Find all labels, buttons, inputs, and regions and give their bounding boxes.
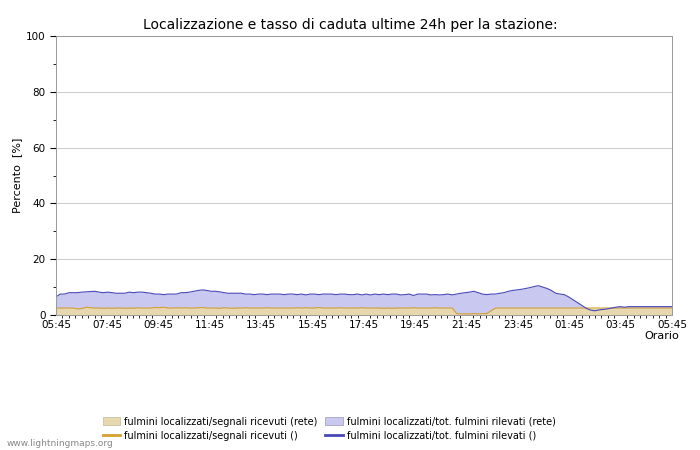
Legend: fulmini localizzati/segnali ricevuti (rete), fulmini localizzati/segnali ricevut: fulmini localizzati/segnali ricevuti (re… bbox=[103, 417, 555, 441]
Text: Localizzazione e tasso di caduta ultime 24h per la stazione:: Localizzazione e tasso di caduta ultime … bbox=[143, 18, 557, 32]
Text: Orario: Orario bbox=[644, 331, 679, 341]
Text: www.lightningmaps.org: www.lightningmaps.org bbox=[7, 439, 113, 448]
Y-axis label: Percento  [%]: Percento [%] bbox=[12, 138, 22, 213]
